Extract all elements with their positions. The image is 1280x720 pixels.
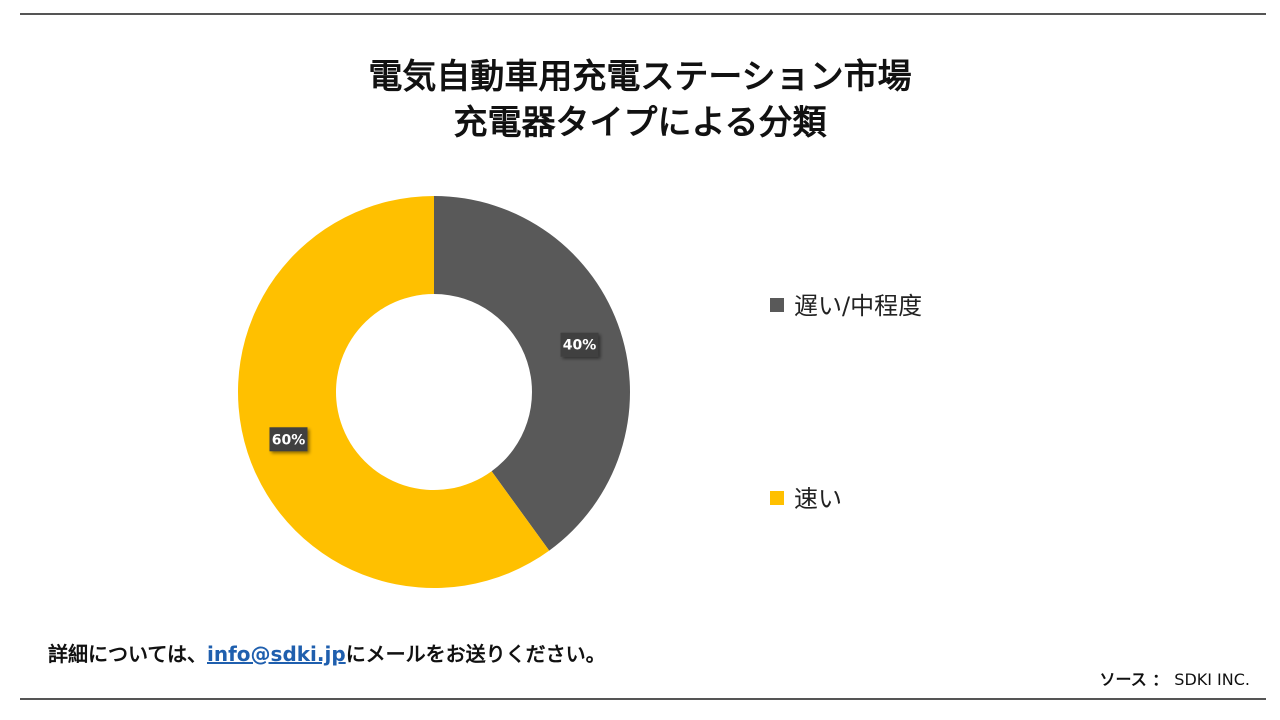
- contact-note-suffix: にメールをお送りください。: [345, 642, 606, 666]
- legend-swatch-fast: [770, 491, 784, 505]
- source-label: ソース ：: [1099, 670, 1169, 689]
- source-credit: ソース ： SDKI INC.: [1100, 666, 1251, 690]
- data-label-slow-medium: 40%: [560, 332, 599, 357]
- source-value: SDKI INC.: [1174, 670, 1250, 689]
- donut-slice-fast: [237, 196, 550, 589]
- contact-note-prefix: 詳細については、: [48, 642, 207, 666]
- data-label-fast: 60%: [269, 427, 308, 452]
- chart-title-line2: 充電器タイプによる分類: [453, 103, 827, 143]
- bottom-rule: [20, 698, 1266, 700]
- data-label-text-slow-medium: 40%: [563, 338, 597, 354]
- top-rule: [20, 13, 1266, 15]
- data-label-box-slow-medium: [560, 332, 599, 357]
- legend-swatch-slow-medium: [770, 298, 784, 312]
- contact-note: 詳細については、info@sdki.jpにメールをお送りください。: [48, 638, 606, 667]
- data-label-box-fast: [269, 427, 308, 452]
- legend-label-slow-medium: 遅い/中程度: [794, 292, 923, 320]
- donut-slice-slow-medium: [434, 196, 630, 551]
- data-label-text-fast: 60%: [272, 432, 306, 448]
- legend-item-slow-medium: 遅い/中程度: [770, 291, 922, 321]
- legend-label-fast: 速い: [794, 485, 842, 513]
- chart-title: 電気自動車用充電ステーション市場 充電器タイプによる分類: [0, 54, 1280, 146]
- legend-item-fast: 速い: [770, 484, 842, 514]
- contact-email-link[interactable]: info@sdki.jp: [207, 642, 346, 666]
- chart-title-line1: 電気自動車用充電ステーション市場: [368, 57, 912, 97]
